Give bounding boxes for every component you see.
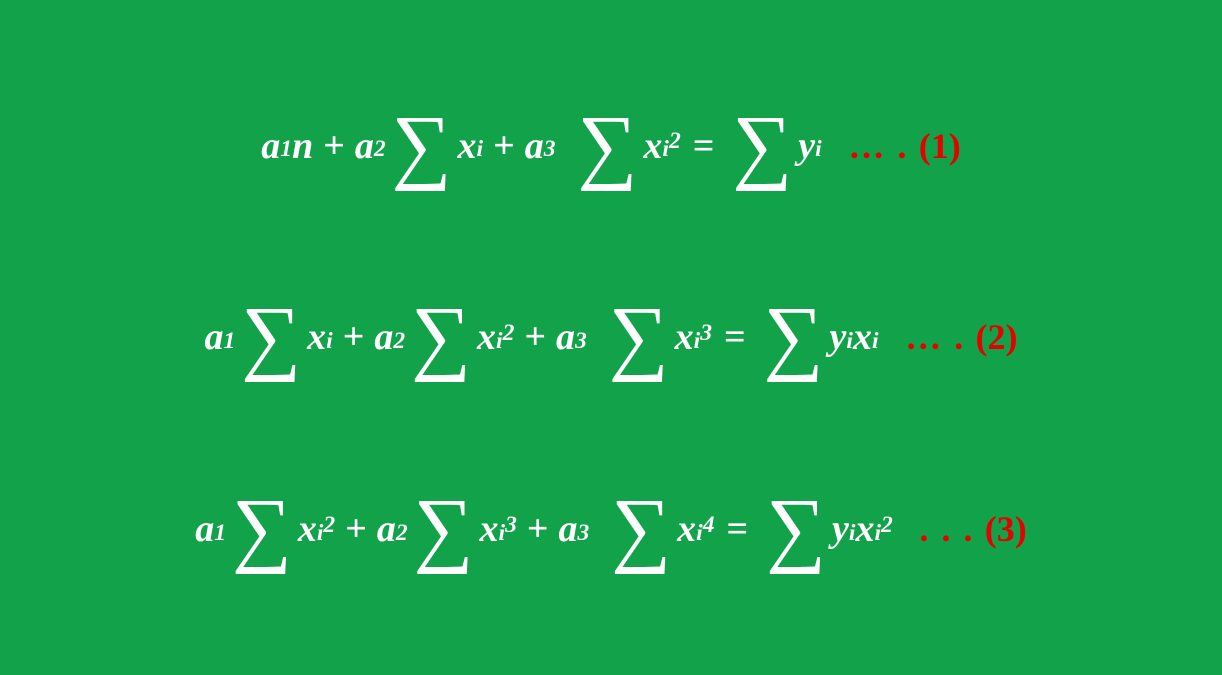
plus-op: + [343,315,365,359]
eq2-term1: a1 ∑ xi [204,295,332,379]
sub-i: i [846,328,853,355]
eq3-term1: a1 ∑ xi2 [195,487,335,571]
paren-open: ( [985,509,997,549]
coef-a: a [556,315,575,359]
plus-op: + [524,315,546,359]
var-y: y [832,507,849,551]
label-dots: . . . [921,509,976,549]
paren-close: ) [1006,317,1018,357]
sub-i: i [849,520,856,547]
label-dots: … . [850,126,910,166]
coef-a: a [261,124,280,168]
sub-i: i [477,136,484,163]
sup-2: 2 [881,512,893,539]
var-x: x [677,507,696,551]
sub-2: 2 [374,136,386,163]
sigma-icon: ∑ [766,487,826,571]
sigma-icon: ∑ [392,104,452,188]
var-x: x [307,315,326,359]
equals-op: = [727,507,749,551]
var-x: x [298,507,317,551]
equals-op: = [693,124,715,168]
equation-2: a1 ∑ xi + a2 ∑ xi2 + a3 ∑ xi3 = ∑ yixi …… [40,295,1182,379]
coef-a: a [355,124,374,168]
var-x: x [477,315,496,359]
eq1-rhs: ∑ yi [726,104,821,188]
var-n: n [292,124,313,168]
label-num: 1 [931,126,949,166]
sup-2: 2 [503,320,515,347]
coef-a: a [377,507,396,551]
var-x: x [855,507,874,551]
label-dots: … . [907,317,967,357]
equation-label-3: . . . (3) [921,508,1027,550]
sub-1: 1 [280,136,292,163]
eq1-term1: a1n [261,124,313,168]
coef-a: a [195,507,214,551]
coef-a: a [559,507,578,551]
plus-op: + [323,124,345,168]
var-x: x [853,315,872,359]
sup-2: 2 [669,128,681,155]
var-x: x [675,315,694,359]
eq2-rhs: ∑ yixi [758,295,879,379]
eq2-term3: a3 ∑ xi3 [556,295,712,379]
sub-1: 1 [223,328,235,355]
sigma-icon: ∑ [411,295,471,379]
eq3-rhs: ∑ yixi2 [760,487,893,571]
paren-open: ( [976,317,988,357]
plus-op: + [345,507,367,551]
sub-i: i [326,328,333,355]
sigma-icon: ∑ [732,104,792,188]
paren-close: ) [1015,509,1027,549]
sup-2: 2 [323,512,335,539]
paren-close: ) [949,126,961,166]
plus-op: + [493,124,515,168]
plus-op: + [527,507,549,551]
sub-i: i [815,136,822,163]
sigma-icon: ∑ [764,295,824,379]
sigma-icon: ∑ [611,487,671,571]
sup-4: 4 [703,512,715,539]
sub-3: 3 [578,520,590,547]
var-y: y [798,124,815,168]
equation-label-2: … . (2) [907,316,1018,358]
var-x: x [480,507,499,551]
paren-open: ( [919,126,931,166]
sub-3: 3 [544,136,556,163]
sub-3: 3 [575,328,587,355]
sigma-icon: ∑ [232,487,292,571]
var-y: y [830,315,847,359]
sup-3: 3 [700,320,712,347]
eq3-term2: a2 ∑ xi3 [377,487,517,571]
var-x: x [458,124,477,168]
eq3-term3: a3 ∑ xi4 [559,487,715,571]
sub-i: i [872,328,879,355]
coef-a: a [204,315,223,359]
label-num: 2 [988,317,1006,357]
sub-2: 2 [396,520,408,547]
label-num: 3 [997,509,1015,549]
var-x: x [643,124,662,168]
sub-2: 2 [393,328,405,355]
equals-op: = [724,315,746,359]
sigma-icon: ∑ [578,104,638,188]
sigma-icon: ∑ [241,295,301,379]
eq2-term2: a2 ∑ xi2 [374,295,514,379]
equation-1: a1n + a2 ∑ xi + a3 ∑ xi2 = ∑ yi … . (1) [40,104,1182,188]
eq1-term2: a2 ∑ xi [355,104,483,188]
sub-1: 1 [214,520,226,547]
equation-3: a1 ∑ xi2 + a2 ∑ xi3 + a3 ∑ xi4 = ∑ yixi2… [40,487,1182,571]
equation-label-1: … . (1) [850,125,961,167]
coef-a: a [374,315,393,359]
sup-3: 3 [505,512,517,539]
sigma-icon: ∑ [609,295,669,379]
coef-a: a [525,124,544,168]
sigma-icon: ∑ [414,487,474,571]
eq1-term3: a3 ∑ xi2 [525,104,681,188]
